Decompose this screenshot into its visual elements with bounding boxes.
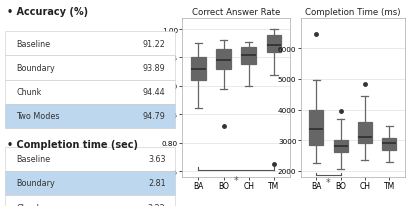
PathPatch shape (267, 36, 281, 53)
Text: Boundary: Boundary (16, 179, 55, 187)
Text: Chunk: Chunk (16, 203, 42, 206)
FancyBboxPatch shape (5, 32, 175, 56)
PathPatch shape (191, 58, 206, 81)
PathPatch shape (382, 138, 396, 150)
PathPatch shape (358, 122, 372, 144)
Text: 94.44: 94.44 (143, 88, 166, 97)
PathPatch shape (309, 110, 324, 145)
Text: • Completion time (sec): • Completion time (sec) (7, 140, 138, 150)
Title: Correct Answer Rate: Correct Answer Rate (192, 8, 281, 17)
FancyBboxPatch shape (5, 195, 175, 206)
Text: 94.79: 94.79 (143, 112, 166, 121)
Text: Baseline: Baseline (16, 154, 50, 163)
PathPatch shape (241, 48, 256, 65)
Text: 3.63: 3.63 (148, 154, 166, 163)
Text: *: * (326, 177, 331, 187)
Text: Two Modes: Two Modes (16, 112, 60, 121)
Text: 93.89: 93.89 (143, 64, 166, 73)
Text: *: * (234, 175, 238, 185)
Text: 2.81: 2.81 (148, 179, 166, 187)
FancyBboxPatch shape (5, 80, 175, 104)
FancyBboxPatch shape (5, 104, 175, 128)
Text: 3.22: 3.22 (148, 203, 166, 206)
PathPatch shape (216, 50, 231, 70)
Text: Boundary: Boundary (16, 64, 55, 73)
PathPatch shape (334, 140, 348, 152)
Text: 91.22: 91.22 (143, 40, 166, 48)
FancyBboxPatch shape (5, 171, 175, 195)
Text: Baseline: Baseline (16, 40, 50, 48)
Text: Chunk: Chunk (16, 88, 42, 97)
FancyBboxPatch shape (5, 56, 175, 80)
Text: • Accuracy (%): • Accuracy (%) (7, 7, 88, 17)
FancyBboxPatch shape (5, 147, 175, 171)
Title: Completion Time (ms): Completion Time (ms) (305, 8, 400, 17)
